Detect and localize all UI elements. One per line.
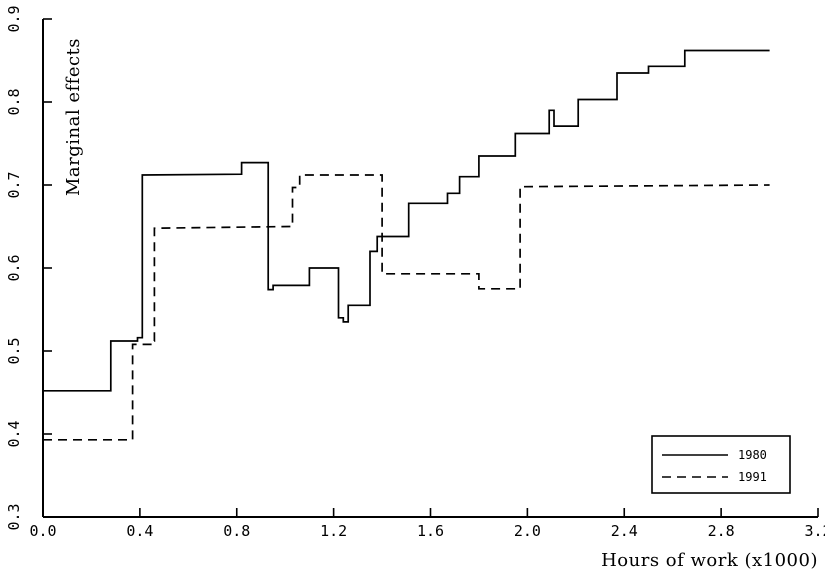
series-layer [43,49,770,441]
series-line-1980 [43,49,770,392]
y-tick-label: 0.5 [5,337,23,364]
legend: 1980 1991 [651,435,791,494]
x-tick-label: 0.4 [126,522,153,540]
y-tick-label: 0.4 [5,420,23,447]
x-tick-label: 2.0 [514,522,541,540]
x-tick-label: 1.2 [320,522,347,540]
ticks: 0.0 0.4 0.8 1.2 1.6 2.0 2.4 2.8 3.2 0.3 0.4 0.5 0.6 0… [5,5,825,540]
x-axis-title: Hours of work (x1000) [601,550,818,571]
x-tick-label: 0.8 [223,522,250,540]
x-tick-label: 1.6 [417,522,444,540]
x-tick-label: 3.2 [804,522,825,540]
legend-label-1991: 1991 [738,470,767,484]
y-tick-label: 0.8 [5,88,23,115]
y-tick-label: 0.9 [5,5,23,32]
x-tick-label: 0.0 [29,522,56,540]
x-tick-label: 2.4 [611,522,638,540]
y-tick-label: 0.7 [5,171,23,198]
series-line-1991 [43,174,770,441]
y-tick-label: 0.3 [5,503,23,530]
legend-label-1980: 1980 [738,448,767,462]
y-axis-title: Marginal effects [63,38,84,196]
y-tick-label: 0.6 [5,254,23,281]
legend-box [651,435,791,494]
x-tick-label: 2.8 [708,522,735,540]
